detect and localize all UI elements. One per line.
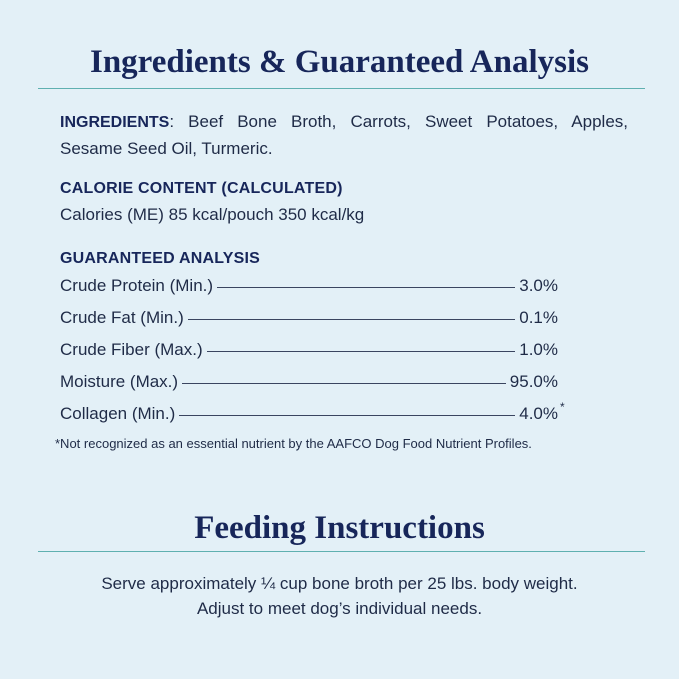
leader-line [187, 318, 516, 320]
divider [38, 88, 645, 89]
nutrient-name: Collagen (Min.) [60, 404, 176, 423]
footnote-mark: * [560, 400, 565, 414]
nutrient-name: Crude Fiber (Max.) [60, 340, 203, 359]
section-title: Feeding Instructions [194, 510, 485, 546]
ingredients-text: : Beef Bone Broth, Carrots, Sweet Potato… [60, 112, 628, 158]
analysis-row: Moisture (Max.) 95.0% [60, 372, 558, 392]
ingredients-label: INGREDIENTS [60, 114, 170, 131]
analysis-heading: GUARANTEED ANALYSIS [60, 250, 260, 267]
nutrient-value: 95.0% [509, 372, 558, 391]
leader-line [217, 286, 516, 288]
calorie-heading: CALORIE CONTENT (CALCULATED) [60, 180, 343, 197]
analysis-row: Collagen (Min.) 4.0% * [60, 400, 565, 424]
ingredients: INGREDIENTS: Beef Bone Broth, Carrots, S… [60, 109, 628, 162]
nutrient-name: Crude Fat (Min.) [60, 308, 184, 327]
footnote: *Not recognized as an essential nutrient… [55, 436, 532, 451]
calorie-text: Calories (ME) 85 kcal/pouch 350 kcal/kg [60, 205, 365, 224]
nutrient-value: 0.1% [519, 308, 558, 327]
feeding-text: Serve approximately ¼ cup bone broth per… [101, 574, 578, 593]
analysis-row: Crude Fiber (Max.) 1.0% [60, 340, 558, 360]
analysis-row: Crude Fat (Min.) 0.1% [60, 308, 558, 328]
divider [38, 551, 645, 552]
nutrient-value: 4.0% [519, 404, 558, 423]
leader-line [179, 414, 516, 416]
nutrient-value: 1.0% [519, 340, 558, 359]
feeding-text: Adjust to meet dog’s individual needs. [196, 599, 483, 618]
nutrient-value: 3.0% [519, 276, 558, 295]
section-title: Ingredients & Guaranteed Analysis [89, 44, 590, 80]
leader-line [206, 350, 516, 352]
leader-line [182, 382, 506, 384]
analysis-row: Crude Protein (Min.) 3.0% [60, 276, 558, 296]
nutrient-name: Crude Protein (Min.) [60, 276, 214, 295]
nutrient-name: Moisture (Max.) [60, 372, 179, 391]
